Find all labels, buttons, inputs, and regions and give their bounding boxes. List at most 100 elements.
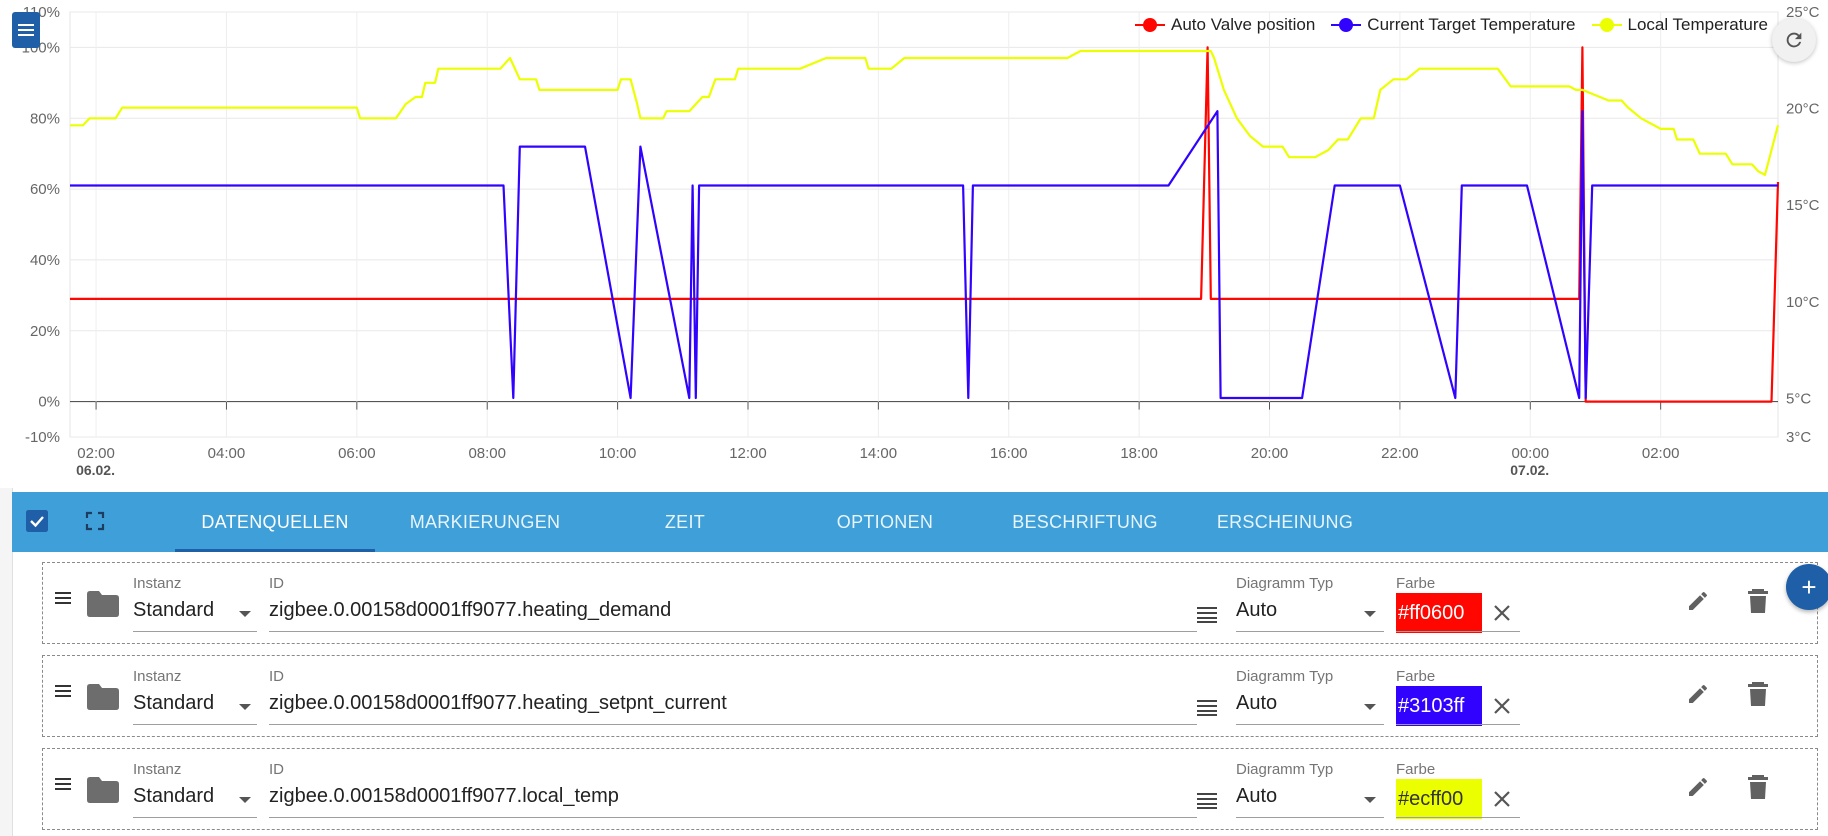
delete-icon[interactable] [1747, 681, 1769, 707]
chart: 110%100%80%60%40%20%0%-10%25°C20°C15°C10… [22, 4, 1820, 478]
legend-marker-yellow [1591, 18, 1622, 32]
id-field[interactable]: zigbee.0.00158d0001ff9077.heating_demand [269, 599, 672, 621]
diagramm-typ-label: Diagramm Typ [1236, 761, 1334, 778]
menu-icon [18, 24, 34, 36]
tab-bar: DATENQUELLEN MARKIERUNGEN ZEIT OPTIONEN … [12, 492, 1828, 552]
series-line-local-temperature [70, 49, 1780, 176]
chevron-down-icon[interactable] [239, 797, 251, 803]
diagramm-typ-label: Diagramm Typ [1236, 668, 1334, 685]
chevron-down-icon[interactable] [1364, 704, 1376, 710]
farbe-underline [1396, 724, 1520, 725]
list-icon[interactable] [1197, 607, 1217, 623]
list-icon[interactable] [1197, 700, 1217, 716]
drag-handle-icon[interactable] [55, 591, 71, 605]
datasource-row: Instanz Standard ID zigbee.0.00158d0001f… [42, 655, 1818, 737]
menu-button[interactable] [12, 12, 40, 48]
legend-item-local-temp[interactable]: Local Temperature [1591, 15, 1769, 35]
chevron-down-icon[interactable] [239, 611, 251, 617]
instanz-underline [133, 724, 257, 725]
x-tick-label: 16:00 [990, 445, 1028, 462]
y-tick-label-right: 15°C [1786, 197, 1820, 214]
color-swatch[interactable]: #ff0600 [1396, 593, 1482, 633]
farbe-underline [1396, 631, 1520, 632]
drag-handle-icon[interactable] [55, 777, 71, 791]
refresh-button[interactable] [1772, 18, 1816, 62]
diagramm-typ-select[interactable]: Auto [1236, 785, 1278, 807]
folder-icon[interactable] [87, 684, 119, 710]
x-tick-label: 08:00 [468, 445, 506, 462]
delete-icon[interactable] [1747, 774, 1769, 800]
x-tick-label: 20:00 [1251, 445, 1289, 462]
id-label: ID [269, 761, 284, 778]
tab-zeit[interactable]: ZEIT [585, 492, 785, 552]
instanz-select[interactable]: Standard [133, 599, 215, 621]
tab-markierungen[interactable]: MARKIERUNGEN [385, 492, 585, 552]
folder-icon[interactable] [87, 591, 119, 617]
x-tick-label: 02:00 [77, 445, 115, 462]
x-date-label: 06.02. [76, 462, 115, 478]
series-line-current-target-temperature [70, 110, 1778, 400]
chevron-down-icon[interactable] [1364, 797, 1376, 803]
y-tick-label-right: 3°C [1786, 429, 1811, 446]
chart-area: 110% 100% 80% 60% 40% 20% 0% -10% 25°C 20°C 15°C 10… [12, 4, 1820, 478]
x-tick-label: 18:00 [1120, 445, 1158, 462]
instanz-underline [133, 817, 257, 818]
diagramm-typ-underline [1236, 631, 1384, 632]
farbe-underline [1396, 817, 1520, 818]
legend-item-auto-valve[interactable]: Auto Valve position [1135, 15, 1315, 35]
drag-handle-icon[interactable] [55, 684, 71, 698]
diagramm-typ-underline [1236, 724, 1384, 725]
edit-icon[interactable] [1686, 589, 1710, 613]
close-icon[interactable] [1492, 696, 1512, 716]
instanz-select[interactable]: Standard [133, 692, 215, 714]
id-label: ID [269, 575, 284, 592]
legend-marker-blue [1331, 18, 1362, 32]
x-tick-label: 00:00 [1512, 445, 1550, 462]
fullscreen-icon [85, 511, 105, 531]
y-tick-label-right: 25°C [1786, 4, 1820, 21]
select-all-checkbox[interactable] [26, 510, 48, 532]
tab-label: OPTIONEN [836, 511, 934, 532]
diagramm-typ-select[interactable]: Auto [1236, 692, 1278, 714]
instanz-label: Instanz [133, 668, 182, 685]
tab-datenquellen[interactable]: DATENQUELLEN [175, 492, 375, 552]
x-tick-label: 06:00 [338, 445, 376, 462]
plus-icon: + [1801, 571, 1817, 602]
add-datasource-button[interactable]: + [1786, 564, 1828, 610]
farbe-label: Farbe [1396, 761, 1436, 778]
diagramm-typ-select[interactable]: Auto [1236, 599, 1278, 621]
diagramm-typ-label: Diagramm Typ [1236, 575, 1334, 592]
id-underline [269, 631, 1197, 632]
chevron-down-icon[interactable] [1364, 611, 1376, 617]
close-icon[interactable] [1492, 789, 1512, 809]
y-tick-label-left: 0% [38, 394, 60, 411]
chevron-down-icon[interactable] [239, 704, 251, 710]
farbe-label: Farbe [1396, 668, 1436, 685]
legend-label: Local Temperature [1627, 15, 1769, 34]
edit-icon[interactable] [1686, 775, 1710, 799]
farbe-label: Farbe [1396, 575, 1436, 592]
tab-erscheinung[interactable]: ERSCHEINUNG [1185, 492, 1385, 552]
id-field[interactable]: zigbee.0.00158d0001ff9077.local_temp [269, 785, 619, 807]
id-underline [269, 724, 1197, 725]
edit-icon[interactable] [1686, 682, 1710, 706]
color-swatch[interactable]: #ecff00 [1396, 779, 1482, 819]
close-icon[interactable] [1492, 603, 1512, 623]
id-field[interactable]: zigbee.0.00158d0001ff9077.heating_setpnt… [269, 692, 727, 714]
tab-beschriftung[interactable]: BESCHRIFTUNG [985, 492, 1185, 552]
instanz-select[interactable]: Standard [133, 785, 215, 807]
y-tick-label-right: 20°C [1786, 101, 1820, 118]
list-icon[interactable] [1197, 793, 1217, 809]
instanz-underline [133, 631, 257, 632]
checkbox-checked-icon [26, 510, 48, 532]
diagramm-typ-underline [1236, 817, 1384, 818]
tab-optionen[interactable]: OPTIONEN [785, 492, 985, 552]
legend-marker-red [1135, 18, 1166, 32]
fullscreen-button[interactable] [84, 510, 106, 532]
legend-item-target-temp[interactable]: Current Target Temperature [1331, 15, 1576, 35]
tab-label: DATENQUELLEN [201, 511, 349, 532]
folder-icon[interactable] [87, 777, 119, 803]
color-swatch[interactable]: #3103ff [1396, 686, 1482, 726]
x-tick-label: 02:00 [1642, 445, 1680, 462]
delete-icon[interactable] [1747, 588, 1769, 614]
